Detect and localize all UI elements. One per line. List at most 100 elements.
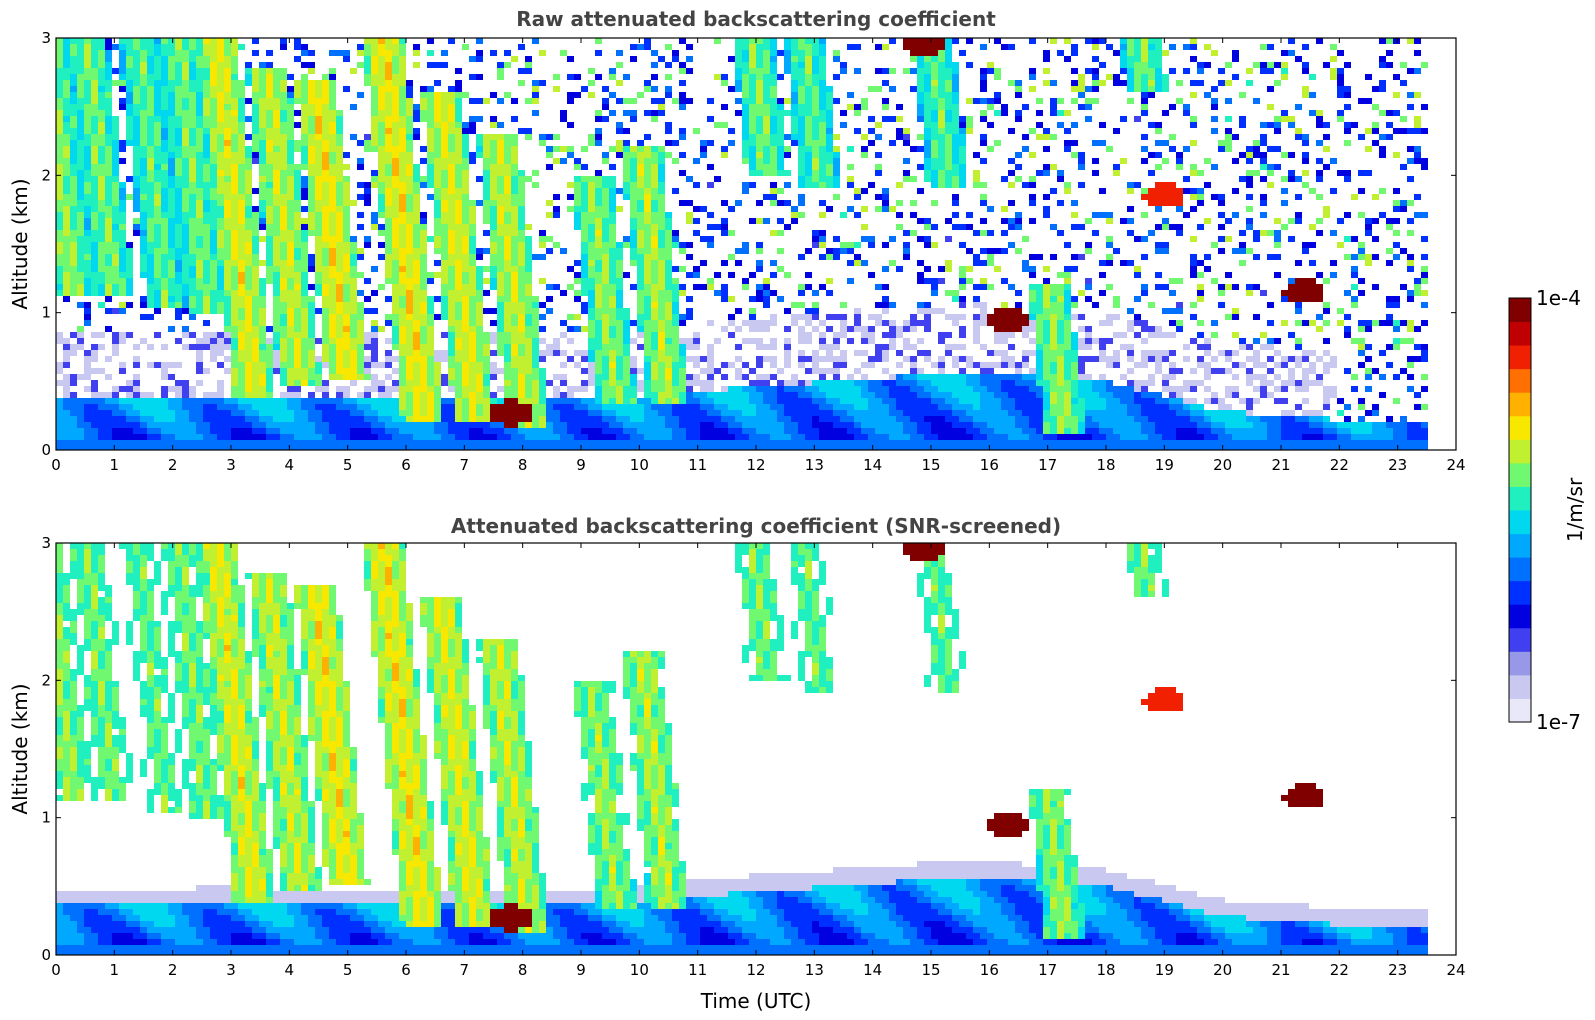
- heatmap-cell: [210, 290, 217, 296]
- heatmap-cell: [434, 80, 441, 86]
- heatmap-cell: [224, 44, 231, 50]
- heatmap-cell: [735, 38, 742, 44]
- heatmap-cell: [952, 194, 959, 200]
- heatmap-cell: [987, 62, 994, 68]
- heatmap-cell: [161, 284, 168, 290]
- heatmap-cell: [98, 170, 105, 176]
- heatmap-cell: [798, 170, 805, 176]
- heatmap-cell: [168, 188, 175, 194]
- heatmap-cell: [189, 302, 196, 308]
- heatmap-cell: [630, 284, 637, 290]
- heatmap-cell: [427, 272, 434, 278]
- heatmap-cell: [602, 302, 609, 308]
- heatmap-cell: [749, 80, 756, 86]
- heatmap-cell: [196, 128, 203, 134]
- heatmap-cell: [602, 212, 609, 218]
- heatmap-cell: [812, 290, 819, 296]
- heatmap-cell: [189, 152, 196, 158]
- heatmap-cell: [441, 188, 448, 194]
- heatmap-cell: [959, 146, 966, 152]
- heatmap-cell: [770, 128, 777, 134]
- heatmap-cell: [910, 146, 917, 152]
- heatmap-cell: [973, 260, 980, 266]
- heatmap-cell: [469, 260, 476, 266]
- heatmap-cell: [112, 170, 119, 176]
- heatmap-cell: [1190, 266, 1197, 272]
- heatmap-cell: [665, 284, 672, 290]
- heatmap-cell: [231, 218, 238, 224]
- heatmap-cell: [385, 200, 392, 206]
- heatmap-cell: [231, 116, 238, 122]
- heatmap-cell: [490, 230, 497, 236]
- heatmap-cell: [546, 296, 553, 302]
- heatmap-cell: [980, 158, 987, 164]
- heatmap-cell: [840, 326, 847, 332]
- heatmap-cell: [987, 104, 994, 110]
- heatmap-cell: [273, 116, 280, 122]
- heatmap-cell: [742, 92, 749, 98]
- heatmap-cell: [742, 278, 749, 284]
- heatmap-cell: [84, 80, 91, 86]
- heatmap-cell: [161, 80, 168, 86]
- heatmap-cell: [112, 194, 119, 200]
- heatmap-cell: [1106, 260, 1113, 266]
- heatmap-cell: [231, 44, 238, 50]
- heatmap-cell: [735, 50, 742, 56]
- heatmap-cell: [805, 122, 812, 128]
- heatmap-cell: [980, 278, 987, 284]
- heatmap-cell: [1379, 152, 1386, 158]
- heatmap-cell: [273, 104, 280, 110]
- heatmap-cell: [938, 182, 945, 188]
- heatmap-cell: [329, 80, 336, 86]
- heatmap-cell: [294, 224, 301, 230]
- heatmap-cell: [1064, 320, 1071, 326]
- heatmap-cell: [651, 302, 658, 308]
- heatmap-cell: [161, 254, 168, 260]
- heatmap-cell: [1330, 188, 1337, 194]
- heatmap-cell: [1022, 146, 1029, 152]
- heatmap-cell: [1218, 290, 1225, 296]
- heatmap-cell: [1036, 296, 1043, 302]
- heatmap-cell: [1169, 146, 1176, 152]
- heatmap-cell: [525, 236, 532, 242]
- heatmap-cell: [1106, 146, 1113, 152]
- heatmap-cell: [77, 98, 84, 104]
- heatmap-cell: [882, 242, 889, 248]
- heatmap-cell: [203, 206, 210, 212]
- heatmap-cell: [175, 56, 182, 62]
- heatmap-cell: [476, 146, 483, 152]
- heatmap-cell: [343, 182, 350, 188]
- heatmap-cell: [154, 308, 161, 314]
- heatmap-cell: [392, 128, 399, 134]
- heatmap-cell: [574, 290, 581, 296]
- heatmap-cell: [182, 56, 189, 62]
- heatmap-cell: [420, 218, 427, 224]
- heatmap-cell: [763, 158, 770, 164]
- heatmap-cell: [952, 80, 959, 86]
- heatmap-cell: [784, 200, 791, 206]
- heatmap-cell: [322, 260, 329, 266]
- heatmap-cell: [952, 92, 959, 98]
- heatmap-cell: [637, 224, 644, 230]
- heatmap-cell: [329, 74, 336, 80]
- heatmap-cell: [469, 212, 476, 218]
- heatmap-cell: [644, 236, 651, 242]
- heatmap-cell: [140, 254, 147, 260]
- heatmap-cell: [133, 128, 140, 134]
- heatmap-cell: [154, 74, 161, 80]
- heatmap-cell: [63, 260, 70, 266]
- heatmap-cell: [497, 200, 504, 206]
- heatmap-cell: [707, 98, 714, 104]
- heatmap-cell: [112, 200, 119, 206]
- heatmap-cell: [805, 86, 812, 92]
- heatmap-cell: [140, 134, 147, 140]
- heatmap-cell: [182, 242, 189, 248]
- heatmap-cell: [1337, 320, 1344, 326]
- heatmap-cell: [812, 308, 819, 314]
- heatmap-cell: [161, 242, 168, 248]
- heatmap-cell: [91, 218, 98, 224]
- heatmap-cell: [1134, 296, 1141, 302]
- heatmap-cell: [224, 326, 231, 332]
- heatmap-cell: [322, 206, 329, 212]
- heatmap-cell: [98, 254, 105, 260]
